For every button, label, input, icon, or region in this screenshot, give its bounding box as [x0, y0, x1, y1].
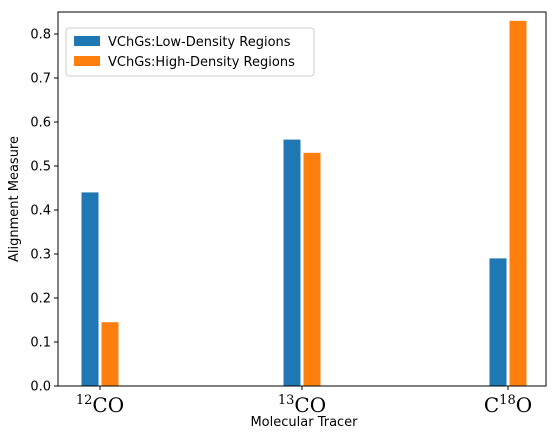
y-tick-label: 0.5 [30, 160, 51, 175]
bar-low-density-12co [81, 192, 99, 386]
bar-high-density-c18o [509, 20, 527, 387]
y-tick-label: 0.1 [30, 336, 51, 351]
plot-frame [57, 11, 547, 387]
x-axis: 12CO 13CO C18O [76, 386, 532, 417]
y-tick-label: 0.4 [30, 204, 51, 219]
y-tick-label: 0.8 [30, 28, 51, 43]
x-tick-label-c18o: C18O [484, 393, 532, 417]
bar-high-density-12co [101, 322, 119, 386]
y-tick-label: 0.6 [30, 116, 51, 131]
y-axis: 0.0 0.1 0.2 0.3 0.4 0.5 0.6 0.7 0.8 [30, 28, 58, 395]
y-tick-label: 0.7 [30, 72, 51, 87]
legend-box [65, 27, 315, 77]
legend: VChGs:Low-Density Regions VChGs:High-Dens… [65, 27, 315, 77]
x-tick-label-13co: 13CO [278, 393, 326, 417]
y-tick-label: 0.0 [30, 380, 51, 395]
x-axis-label: Molecular Tracer [250, 415, 358, 430]
legend-swatch [74, 36, 100, 46]
legend-entry-label: VChGs:High-Density Regions [108, 55, 295, 70]
y-tick-label: 0.2 [30, 292, 51, 307]
legend-swatch [74, 56, 100, 66]
y-axis-label: Alignment Measure [7, 136, 22, 262]
bar-high-density-13co [303, 152, 321, 386]
legend-entry-label: VChGs:Low-Density Regions [108, 35, 291, 50]
y-tick-label: 0.3 [30, 248, 51, 263]
bar-low-density-c18o [489, 258, 507, 386]
bars-group [81, 20, 527, 387]
bar-low-density-13co [283, 139, 301, 386]
x-tick-label-12co: 12CO [76, 393, 124, 417]
